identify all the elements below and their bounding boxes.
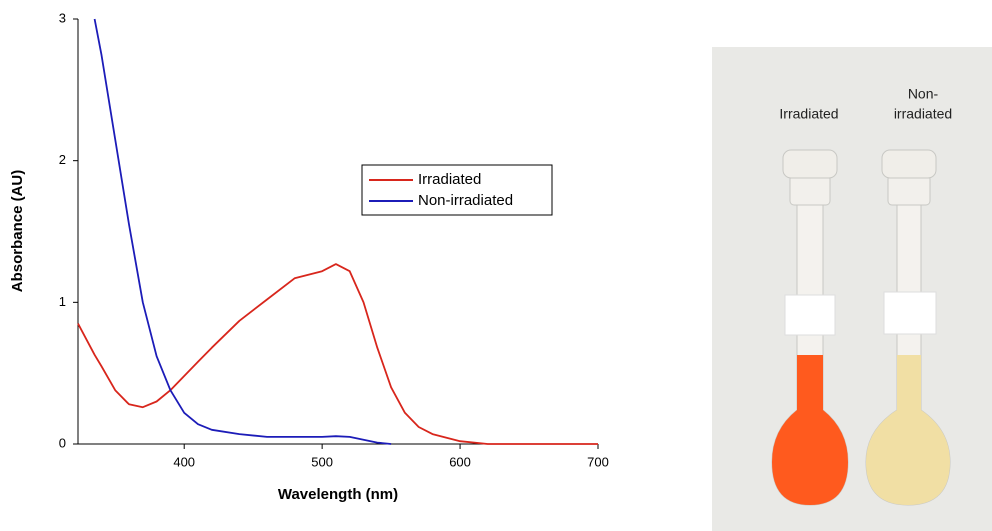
y-axis-title: Absorbance (AU): [9, 170, 26, 293]
flask-tag: [784, 294, 836, 336]
photo-caption: Irradiated: [779, 106, 838, 122]
series-line: [93, 18, 392, 445]
x-tick-label: 400: [173, 454, 195, 469]
x-tick-label: 700: [587, 454, 609, 469]
legend-box: [361, 164, 553, 216]
flask-tag: [883, 291, 937, 335]
x-tick-label: 500: [311, 454, 333, 469]
photo-caption: Non-: [908, 86, 939, 102]
flask-liquid: [866, 355, 950, 505]
photo: Irradiated Non- irradiated: [712, 47, 992, 531]
legend-label: Non-irradiated: [418, 192, 513, 209]
legend-label: Irradiated: [418, 171, 481, 188]
stopper: [881, 149, 937, 179]
y-tick-label: 3: [59, 10, 66, 25]
x-axis-title: Wavelength (nm): [278, 486, 398, 503]
photo-caption: irradiated: [894, 106, 952, 122]
series-line: [77, 263, 598, 445]
legend: Irradiated Non-irradiated: [361, 164, 553, 216]
stopper: [887, 174, 931, 206]
flask-liquid: [772, 355, 848, 505]
y-tick-label: 2: [59, 152, 66, 167]
x-tick-label: 600: [449, 454, 471, 469]
stopper: [789, 174, 831, 206]
stopper: [782, 149, 838, 179]
y-tick-label: 0: [59, 435, 66, 450]
y-tick-label: 1: [59, 294, 66, 309]
